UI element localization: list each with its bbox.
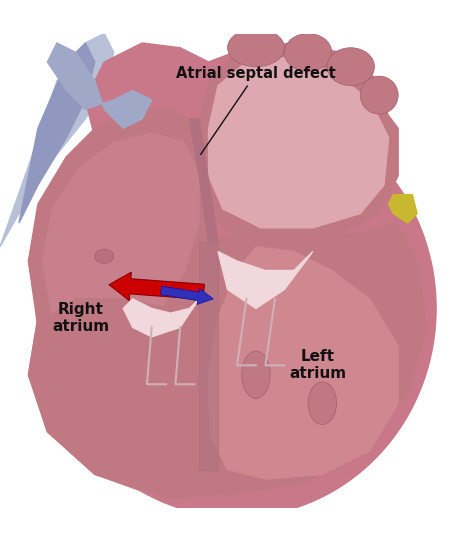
Polygon shape xyxy=(389,195,417,223)
Polygon shape xyxy=(28,223,427,498)
Polygon shape xyxy=(47,43,152,128)
Polygon shape xyxy=(38,100,436,517)
Text: Atrial septal defect: Atrial septal defect xyxy=(176,66,336,154)
Polygon shape xyxy=(0,34,114,247)
Ellipse shape xyxy=(308,382,337,425)
Polygon shape xyxy=(209,247,398,479)
FancyArrow shape xyxy=(161,286,213,305)
Polygon shape xyxy=(123,299,199,337)
Ellipse shape xyxy=(327,48,374,85)
Polygon shape xyxy=(43,133,199,337)
Polygon shape xyxy=(38,299,209,489)
Text: Left
atrium: Left atrium xyxy=(289,349,346,381)
Text: Right
atrium: Right atrium xyxy=(52,302,109,334)
Ellipse shape xyxy=(284,34,332,71)
Polygon shape xyxy=(28,109,218,356)
Polygon shape xyxy=(199,242,218,470)
Polygon shape xyxy=(19,43,95,223)
Polygon shape xyxy=(218,252,313,308)
Ellipse shape xyxy=(242,351,270,399)
Polygon shape xyxy=(199,48,398,242)
Ellipse shape xyxy=(228,29,284,67)
FancyArrow shape xyxy=(109,272,204,300)
Polygon shape xyxy=(28,43,427,498)
Ellipse shape xyxy=(360,76,398,114)
Polygon shape xyxy=(209,57,389,228)
Polygon shape xyxy=(190,119,218,242)
Ellipse shape xyxy=(95,249,114,263)
